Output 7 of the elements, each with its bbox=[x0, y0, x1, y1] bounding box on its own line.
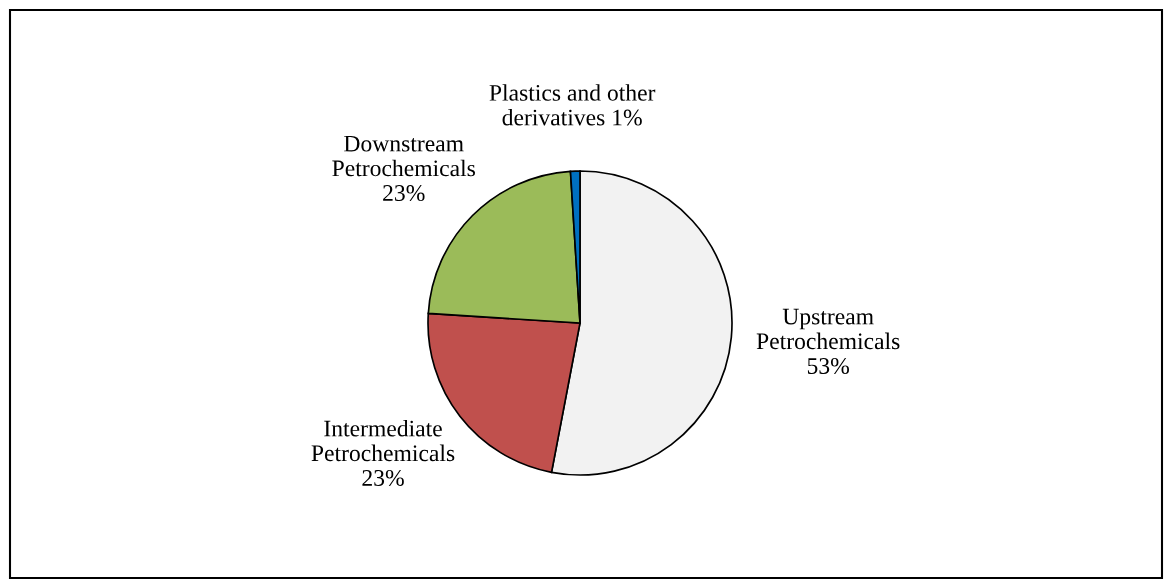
slice-label: Downstream Petrochemicals bbox=[332, 135, 475, 177]
data-label: 23% bbox=[383, 185, 425, 202]
slice-label: Plastics and other derivatives 1% bbox=[489, 84, 656, 126]
data-label: 53% bbox=[807, 357, 850, 374]
data-label: 23% bbox=[362, 469, 404, 486]
slice-label: Upstream Petrochemicals bbox=[756, 308, 900, 350]
slice-label: Intermediate Petrochemicals bbox=[311, 419, 455, 462]
